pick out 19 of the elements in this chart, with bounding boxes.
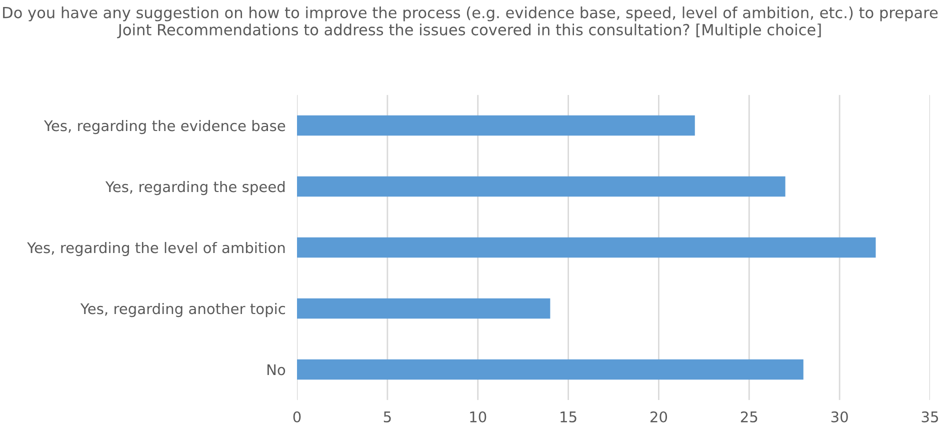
y-tick-label: Yes, regarding the level of ambition [27,242,285,256]
x-tick-label: 35 [922,411,938,422]
x-tick-label: 30 [831,411,848,422]
bar [297,176,786,197]
y-tick-label: Yes, regarding the speed [105,180,285,196]
bar [297,237,876,258]
chart-title: Do you have any suggestion on how to improve the process (e.g. evidence base, speed, level of ambition, etc.) to prepare Joint Recommendations to address the issues covered in this consultation? [Multiple choice] [3,6,938,38]
bar [297,359,804,380]
x-tick-label: 5 [384,412,391,422]
y-tick-label: Yes, regarding another topic [80,302,285,318]
x-tick-label: 25 [740,411,758,422]
bar [297,115,695,136]
x-tick-label: 20 [650,411,668,422]
x-tick-label: 10 [470,411,486,422]
y-tick-label: No [267,364,286,376]
x-tick-label: 15 [560,412,576,422]
x-tick-label: 0 [293,411,301,422]
y-tick-label: Yes, regarding the evidence base [44,120,286,134]
bar [297,298,550,319]
